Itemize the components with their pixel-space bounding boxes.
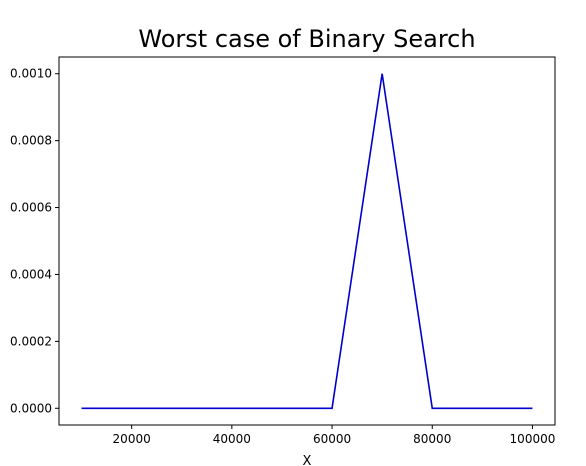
- series-layer: [81, 73, 533, 410]
- x-axis: 20000 40000 60000 80000 100000: [113, 425, 556, 446]
- y-tick-label: 0.0008: [10, 134, 52, 148]
- y-tick-label: 0.0010: [10, 67, 52, 81]
- plot-frame: [58, 56, 556, 426]
- y-tick-label: 0.0000: [10, 401, 52, 415]
- chart-title: Worst case of Binary Search: [138, 25, 475, 53]
- y-tick-label: 0.0004: [10, 267, 52, 281]
- x-tick-label: 20000: [113, 432, 151, 446]
- x-tick-label: 80000: [413, 432, 451, 446]
- y-tick-label: 0.0002: [10, 334, 52, 348]
- x-tick-label: 100000: [510, 432, 556, 446]
- y-tick-label: 0.0006: [10, 201, 52, 215]
- x-tick-label: 60000: [313, 432, 351, 446]
- x-tick-label: 40000: [213, 432, 251, 446]
- series-line: [81, 73, 533, 410]
- y-axis: 0.0000 0.0002 0.0004 0.0006 0.0008 0.0010: [10, 67, 59, 415]
- x-axis-label: X: [303, 454, 312, 466]
